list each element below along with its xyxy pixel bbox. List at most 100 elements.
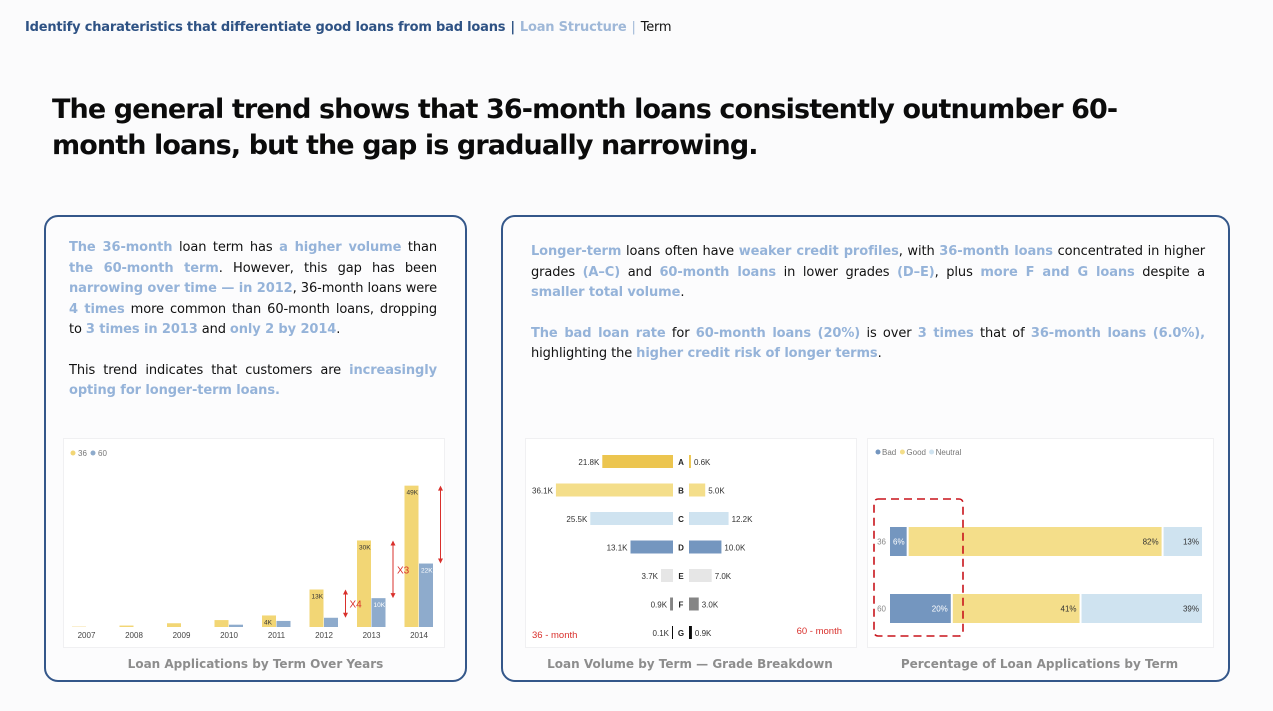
- bar-60-2011: [276, 620, 291, 627]
- left-insight-text: The 36-month loan term has a higher volu…: [69, 238, 437, 422]
- value-label-60-month: 3.0K: [702, 601, 719, 610]
- bar-segment-neutral-60: [1081, 594, 1202, 623]
- grade-label: F: [679, 601, 684, 610]
- chart-caption-years: Loan Applications by Term Over Years: [127, 657, 384, 671]
- bar-36-2008: [119, 625, 134, 627]
- bar-36-month-A: [602, 455, 673, 468]
- breadcrumb: Identify charateristics that differentia…: [25, 20, 672, 35]
- highlighted-text: the 60-month term: [69, 260, 219, 276]
- bar-60-2010: [229, 624, 243, 627]
- body-text: that of: [973, 325, 1031, 341]
- legend-label-36: 36: [78, 449, 87, 458]
- arrow-head-up: [438, 485, 443, 491]
- left_panel-paragraph: The 36-month loan term has a higher volu…: [69, 238, 437, 341]
- left_panel-paragraph: This trend indicates that customers are …: [69, 361, 437, 402]
- segment-label-good: 82%: [1143, 538, 1159, 547]
- bar-segment-bad-36: [890, 527, 907, 556]
- grade-label: G: [678, 629, 684, 638]
- arrow-head-up: [343, 589, 348, 595]
- body-text: and: [620, 264, 660, 280]
- highlighted-text: 36-month loans (6.0%),: [1030, 325, 1205, 341]
- x-tick-label: 2014: [410, 631, 428, 640]
- bar-60-month-B: [689, 483, 706, 497]
- legend-label-neutral: Neutral: [936, 448, 962, 457]
- highlighted-text: only 2 by 2014: [229, 322, 337, 337]
- body-text: than: [401, 240, 438, 255]
- bar-36-month-F: [670, 597, 673, 611]
- highlighted-text: The bad loan rate: [531, 325, 666, 341]
- value-label-36-month: 21.8K: [578, 458, 600, 467]
- bar-36-2012: [309, 589, 324, 627]
- body-text: .: [877, 346, 882, 361]
- breadcrumb-section[interactable]: Loan Structure: [519, 20, 627, 35]
- body-text: , 36-month loans were: [292, 281, 437, 296]
- x-tick-label: 2013: [363, 631, 381, 640]
- bar-36-2010: [214, 620, 229, 627]
- bar-60-month-F: [689, 597, 699, 611]
- breadcrumb-main[interactable]: Identify charateristics that differentia…: [25, 20, 506, 35]
- legend-marker-neutral: [929, 449, 935, 455]
- value-label-36-month: 13.1K: [607, 544, 629, 553]
- body-text: , with: [898, 244, 940, 259]
- segment-label-good: 41%: [1061, 605, 1077, 614]
- bar-60-month-C: [689, 512, 729, 525]
- data-label-36-2012: 13K: [312, 594, 324, 601]
- value-label-36-month: 0.1K: [653, 629, 670, 638]
- value-label-60-month: 10.0K: [724, 544, 746, 553]
- bar-60-2012: [324, 617, 338, 627]
- legend-marker-bad: [875, 449, 881, 455]
- highlighted-text: a higher volume: [279, 240, 402, 255]
- body-text: despite a: [1134, 264, 1206, 280]
- bar-60-2014: [419, 563, 433, 627]
- value-label-36-month: 3.7K: [642, 572, 659, 581]
- bar-36-month-G: [672, 626, 673, 639]
- body-text: .: [680, 285, 685, 300]
- data-label-36-2011: 4K: [264, 619, 273, 626]
- body-text: loan term has: [172, 240, 280, 255]
- data-label-36-2013: 30K: [359, 544, 371, 551]
- body-text: .: [336, 322, 341, 337]
- body-text: and: [197, 322, 230, 337]
- bar-36-2014: [404, 485, 419, 627]
- bar-36-2007: [72, 626, 86, 627]
- bar-60-month-G: [689, 626, 692, 639]
- right-panel: Longer-term loans often have weaker cred…: [501, 215, 1230, 682]
- highlighted-text: (A–C): [582, 264, 621, 280]
- breadcrumb-separator: |: [510, 20, 515, 35]
- grade-label: B: [678, 487, 684, 496]
- bar-segment-good-36: [908, 527, 1162, 556]
- value-label-36-month: 36.1K: [532, 487, 554, 496]
- legend-label-60: 60: [98, 449, 107, 458]
- body-text: , plus: [934, 264, 981, 280]
- arrow-head-up: [390, 540, 396, 546]
- highlighted-text: 60-month loans (20%): [695, 325, 861, 341]
- data-label-36-2014: 49K: [407, 490, 419, 497]
- highlighted-text: The 36-month: [69, 240, 173, 255]
- bar-60-month-A: [689, 455, 691, 468]
- value-label-60-month: 12.2K: [732, 515, 754, 524]
- body-text: This trend indicates that customers are: [69, 362, 350, 378]
- arrow-head-down: [390, 593, 396, 599]
- highlighted-text: higher credit risk of longer terms: [636, 346, 878, 361]
- segment-label-bad: 20%: [932, 605, 948, 614]
- x-tick-label: 2010: [220, 631, 238, 640]
- body-text: in lower grades: [776, 264, 898, 280]
- segment-label-neutral: 39%: [1183, 605, 1199, 614]
- grade-label: D: [678, 544, 684, 553]
- body-text: . However, this gap has been: [218, 260, 437, 276]
- bar-36-month-E: [661, 569, 673, 582]
- term-percentage-chart: Bad Good Neutral 36 6% 82% 13% 60 20% 41% 39%: [867, 438, 1214, 648]
- grade-breakdown-chart: A 21.8K 0.6K B 36.1K 5.0K C 25.5K 12.2K D 13.1K 10.…: [525, 438, 857, 648]
- grade-label: E: [678, 572, 684, 581]
- body-text: for: [665, 325, 696, 341]
- bar-36-2011: [262, 615, 276, 627]
- bar-60-month-D: [689, 540, 722, 554]
- left-panel: The 36-month loan term has a higher volu…: [44, 215, 467, 682]
- yearly-term-chart-svg: 36 60 2007 2008 2009 2010 4K 2011 13K 2012 30K 10K 2…: [70, 449, 457, 640]
- body-text: concentrated in higher grades: [531, 244, 1206, 280]
- y-tick-label: 36: [877, 538, 886, 547]
- x-tick-label: 2012: [315, 631, 333, 640]
- segment-label-bad: 6%: [893, 538, 905, 547]
- value-label-60-month: 7.0K: [715, 572, 732, 581]
- arrow-head-down: [438, 558, 443, 564]
